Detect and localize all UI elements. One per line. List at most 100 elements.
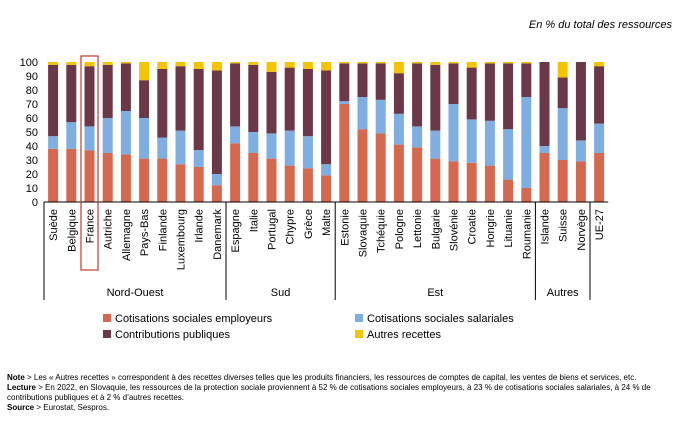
bar-segment-slovenie-contributions-publiques [448,63,459,104]
x-tick-label: Hongrie [485,209,497,248]
bar-segment-danemark-autres-recettes [211,62,222,71]
bar-segment-lituanie-contributions-publiques [503,63,514,130]
bar-segment-pologne-autres-recettes [393,62,404,74]
bar-segment-malte-cotisations-sociales-salariales [321,164,332,176]
bar-segment-lettonie-cotisations-sociales-employeurs [412,147,423,202]
bar-segment-luxembourg-autres-recettes [175,62,186,67]
bar-segment-norvege-cotisations-sociales-salariales [575,140,586,162]
bar-segment-irlande-autres-recettes [193,62,204,69]
bar-segment-islande-cotisations-sociales-salariales [539,146,550,153]
bar-segment-hongrie-cotisations-sociales-employeurs [484,165,495,202]
bar-segment-luxembourg-cotisations-sociales-employeurs [175,164,186,202]
bar-segment-suede-cotisations-sociales-employeurs [48,148,59,202]
bar-segment-belgique-cotisations-sociales-employeurs [66,148,77,202]
note-line: Note > Les « Autres recettes » correspon… [7,373,637,382]
x-tick-label: Bulgarie [430,209,442,249]
bar-segment-chypre-cotisations-sociales-salariales [284,130,295,166]
bar-segment-bulgarie-autres-recettes [430,62,441,65]
bar-segment-finlande-cotisations-sociales-salariales [157,137,168,159]
bar-segment-luxembourg-cotisations-sociales-salariales [175,130,186,165]
bar-segment-tchequie-contributions-publiques [375,63,386,100]
y-tick-label: 0 [32,197,38,209]
bar-segment-belgique-autres-recettes [66,62,77,65]
group-label: Est [427,287,443,299]
bar-segment-lettonie-cotisations-sociales-salariales [412,126,423,148]
bar-segment-finlande-contributions-publiques [157,69,168,138]
legend-label: Cotisations sociales employeurs [115,313,273,325]
bar-segment-malte-cotisations-sociales-employeurs [321,175,332,202]
bar-segment-autriche-contributions-publiques [102,64,113,118]
bar-segment-bulgarie-cotisations-sociales-salariales [430,130,441,159]
x-tick-label: Irlande [194,209,206,243]
bar-segment-norvege-contributions-publiques [575,62,586,141]
x-tick-label: UE-27 [594,209,606,240]
bar-segment-slovaquie-cotisations-sociales-salariales [357,97,368,130]
bar-segment-chypre-autres-recettes [284,62,295,68]
bar-segment-suisse-cotisations-sociales-employeurs [557,160,568,202]
bar-segment-italie-contributions-publiques [248,64,259,132]
bar-segment-espagne-contributions-publiques [230,63,241,127]
bar-segment-islande-cotisations-sociales-employeurs [539,153,550,202]
bar-segment-suisse-contributions-publiques [557,77,568,109]
legend-swatch-cotisations-sociales-salariales [355,314,363,322]
x-tick-label: Norvège [576,209,588,251]
bar-segment-irlande-cotisations-sociales-employeurs [193,167,204,202]
bar-segment-luxembourg-contributions-publiques [175,66,186,131]
bar-segment-pologne-cotisations-sociales-salariales [393,113,404,145]
lecture-line: Lecture > En 2022, en Slovaquie, les res… [7,383,651,402]
bar-segment-grece-cotisations-sociales-employeurs [302,168,313,202]
bar-segment-tchequie-autres-recettes [375,62,386,64]
bar-segment-autriche-cotisations-sociales-employeurs [102,153,113,202]
bar-segment-danemark-cotisations-sociales-salariales [211,174,222,186]
y-tick-label: 20 [26,169,38,181]
y-tick-label: 60 [26,113,38,125]
x-tick-label: Espagne [230,209,242,252]
group-label: Nord-Ouest [107,287,164,299]
legend-label: Autres recettes [367,329,441,341]
x-tick-label: Estonie [339,209,351,246]
bar-segment-allemagne-autres-recettes [120,62,131,64]
legend-label: Contributions publiques [115,329,230,341]
bar-segment-france-contributions-publiques [84,66,95,127]
bar-segment-chypre-contributions-publiques [284,67,295,131]
bar-segment-estonie-autres-recettes [339,62,350,64]
bar-segment-croatie-contributions-publiques [466,67,477,120]
x-tick-label: Finlande [157,209,169,251]
group-label: Autres [547,287,579,299]
x-tick-label: Luxembourg [176,209,188,270]
bar-segment-roumanie-cotisations-sociales-salariales [521,97,532,188]
bar-segment-estonie-contributions-publiques [339,63,350,102]
y-tick-label: 10 [26,183,38,195]
bar-segment-norvege-cotisations-sociales-employeurs [575,161,586,202]
bar-segment-croatie-cotisations-sociales-employeurs [466,162,477,202]
bar-segment-hongrie-contributions-publiques [484,63,495,121]
bar-segment-pays-bas-contributions-publiques [139,80,150,118]
bar-segment-roumanie-cotisations-sociales-employeurs [521,188,532,202]
bar-segment-pologne-contributions-publiques [393,73,404,114]
y-tick-label: 70 [26,99,38,111]
x-tick-label: Slovaquie [358,209,370,257]
bar-segment-pologne-cotisations-sociales-employeurs [393,144,404,202]
bar-segment-slovaquie-cotisations-sociales-employeurs [357,129,368,202]
legend-swatch-autres-recettes [355,330,363,338]
bar-segment-allemagne-cotisations-sociales-salariales [120,111,131,155]
bar-segment-suede-autres-recettes [48,62,59,65]
bar-segment-ue-27-autres-recettes [594,62,605,67]
bar-segment-islande-contributions-publiques [539,62,550,146]
bar-segment-suisse-cotisations-sociales-salariales [557,108,568,160]
bar-segment-slovaquie-autres-recettes [357,62,368,64]
bar-segment-danemark-contributions-publiques [211,70,222,174]
bar-segment-autriche-autres-recettes [102,62,113,65]
group-label: Sud [271,287,291,299]
bar-segment-suisse-autres-recettes [557,62,568,78]
y-tick-label: 90 [26,71,38,83]
x-tick-label: Croatie [467,209,479,244]
bar-segment-suede-contributions-publiques [48,64,59,137]
x-tick-label: Roumanie [521,209,533,259]
x-tick-label: Chypre [285,209,297,244]
unit-label: En % du total des ressources [528,19,672,31]
bar-segment-portugal-contributions-publiques [266,71,277,134]
bar-segment-france-cotisations-sociales-salariales [84,126,95,151]
bar-segment-italie-autres-recettes [248,62,259,65]
